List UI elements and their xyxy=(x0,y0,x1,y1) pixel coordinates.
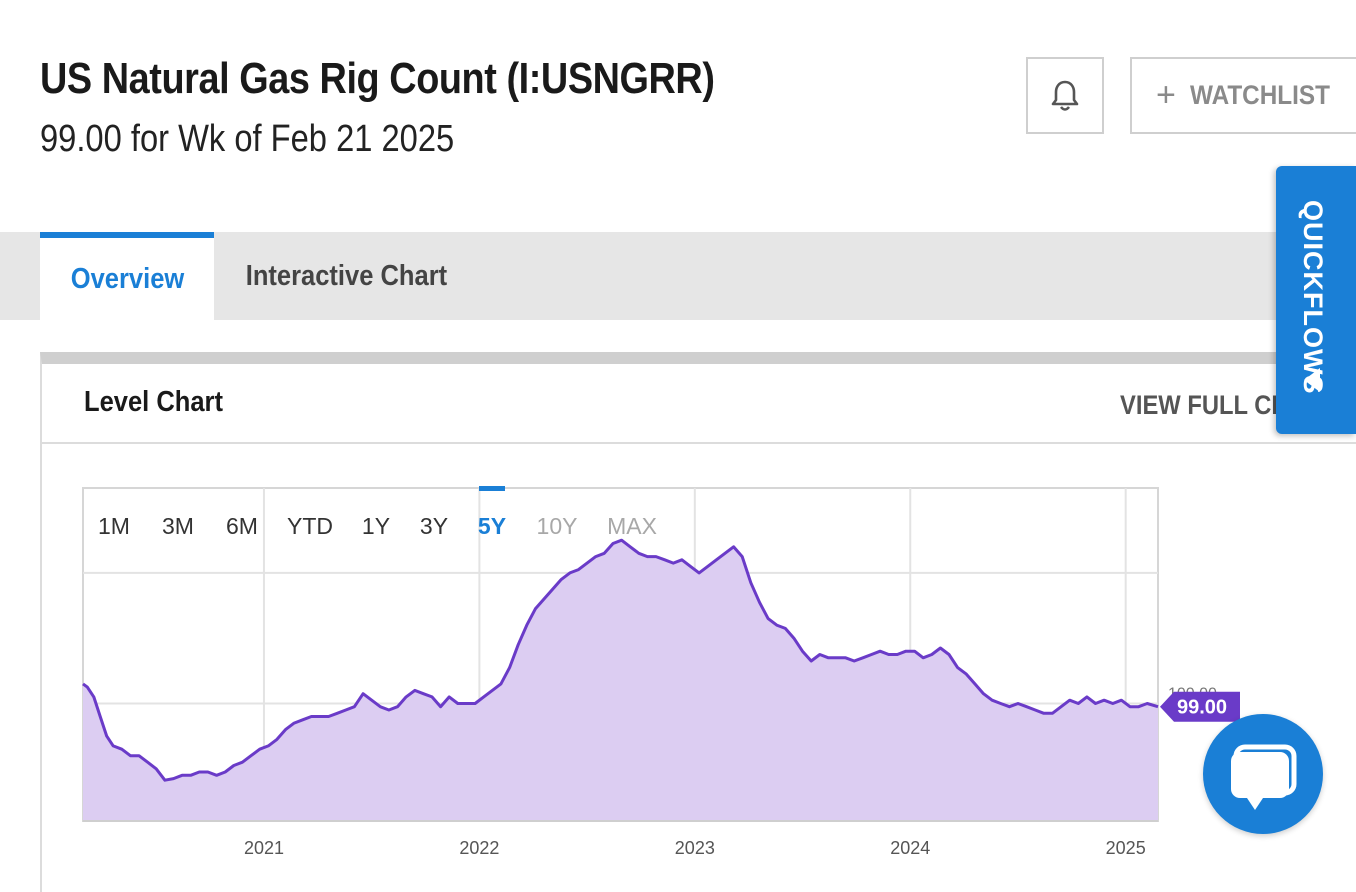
tab-overview-label: Overview xyxy=(70,262,184,295)
last-value-badge xyxy=(1160,691,1240,722)
series-line xyxy=(82,538,1159,782)
quickflows-tab[interactable]: QUICKFLOWS xyxy=(1276,166,1356,434)
range-button-6m[interactable]: 6M xyxy=(226,513,258,539)
x-tick-label: 2025 xyxy=(1106,838,1146,858)
last-value-label: 99.00 xyxy=(1177,697,1227,719)
range-button-5y[interactable]: 5Y xyxy=(478,513,506,539)
plus-icon: + xyxy=(1156,76,1176,114)
series-area xyxy=(83,540,1158,821)
watchlist-button[interactable]: + WATCHLIST xyxy=(1130,57,1356,134)
tab-interactive-chart-label: Interactive Chart xyxy=(245,259,448,292)
range-button-ytd[interactable]: YTD xyxy=(287,513,333,539)
chat-icon xyxy=(1231,744,1297,810)
range-button-3m[interactable]: 3M xyxy=(162,513,194,539)
page-subtitle: 99.00 for Wk of Feb 21 2025 xyxy=(40,118,455,160)
range-button-10y: 10Y xyxy=(537,513,578,539)
range-button-1m[interactable]: 1M xyxy=(98,513,130,539)
watchlist-label: WATCHLIST xyxy=(1189,80,1330,110)
arrow-left-icon xyxy=(1304,368,1320,392)
x-tick-label: 2021 xyxy=(244,838,284,858)
card-title: Level Chart xyxy=(84,386,223,418)
alert-button[interactable] xyxy=(1026,57,1104,134)
bell-icon xyxy=(1051,80,1079,111)
tab-overview[interactable]: Overview xyxy=(40,232,214,320)
page-title: US Natural Gas Rig Count (I:USNGRR) xyxy=(40,54,715,103)
x-tick-label: 2022 xyxy=(459,838,499,858)
tab-interactive-chart[interactable]: Interactive Chart xyxy=(214,232,479,320)
x-tick-label: 2023 xyxy=(675,838,715,858)
quickflows-label: QUICKFLOWS xyxy=(1298,200,1328,395)
range-button-1y[interactable]: 1Y xyxy=(362,513,390,539)
view-full-chart-link[interactable]: VIEW FULL CH xyxy=(1120,390,1289,420)
range-active-indicator xyxy=(479,486,505,491)
tab-bar: Overview Interactive Chart xyxy=(0,232,1356,320)
card-header: Level Chart VIEW FULL CH xyxy=(42,364,1356,444)
level-chart: 20212022202320242025100.0099.001M3M6MYTD… xyxy=(82,486,1240,858)
chat-button[interactable] xyxy=(1203,714,1323,834)
range-button-3y[interactable]: 3Y xyxy=(420,513,448,539)
x-tick-label: 2024 xyxy=(890,838,930,858)
range-button-max: MAX xyxy=(607,513,657,539)
